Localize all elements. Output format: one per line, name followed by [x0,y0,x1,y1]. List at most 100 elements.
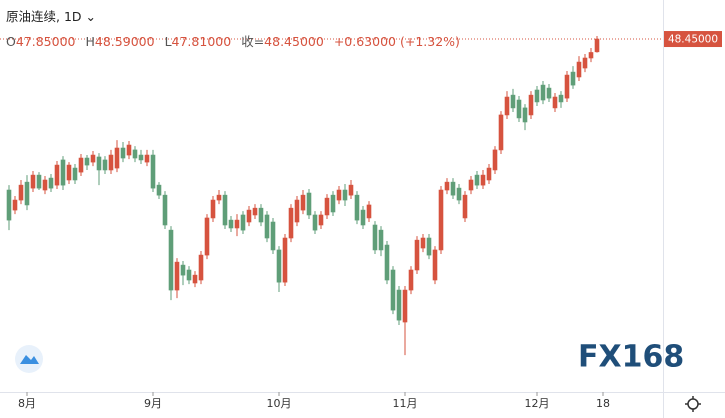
candle-body [378,229,384,251]
candle-body [186,269,192,281]
cloud-icon[interactable] [15,345,43,373]
candle-body [36,174,42,189]
candle-body [576,61,582,78]
candle-body [432,249,438,281]
candle-body [474,174,480,186]
candle-body [48,177,54,189]
chevron[interactable]: ⌄ [85,9,96,24]
candle-body [252,207,258,216]
candle-body [324,197,330,216]
candle-body [24,181,30,206]
candle-body [504,96,510,116]
candle-body [162,194,168,226]
candle-body [444,181,450,191]
candle-body [108,154,114,171]
ohlc-value: 47.81000 [171,34,232,49]
candle-body [480,174,486,186]
candle-body [402,289,408,323]
candle-body [78,157,84,173]
candle-body [12,199,18,211]
candle-body [156,184,162,196]
candle-body [276,249,282,283]
candle-body [288,207,294,239]
candle-body [582,57,588,69]
candle-body [84,157,90,166]
candle-body [516,99,522,119]
candle-body [240,214,246,231]
candle-body [312,214,318,231]
candle-body [42,179,48,191]
candle-body [66,164,72,181]
x-tick-label: 10月 [267,397,292,410]
ohlc-label: L [164,34,172,49]
candle-body [90,154,96,163]
ohlc-value: 47.85000 [15,34,76,49]
ohlc-value: +0.63000 (+1.32%) [333,34,460,49]
candle-body [354,194,360,221]
ohlc-label: H [85,34,95,49]
candle-body [60,159,66,186]
candle-body [360,209,366,226]
candle-body [318,214,324,226]
candle-body [456,187,462,201]
candle-body [306,192,312,216]
candle-body [468,179,474,191]
candle-body [18,184,24,201]
settings-icon[interactable] [685,396,701,412]
candle-body [486,167,492,181]
symbol-title[interactable]: 原油连续, 1D [6,9,82,24]
symbol-row[interactable]: 原油连续, 1D ⌄ [6,6,470,25]
candle-body [588,52,594,59]
candle-body [294,199,300,223]
gear-teeth[interactable] [685,396,701,412]
candle-body [30,174,36,189]
candle-body [54,164,60,186]
candle-body [414,239,420,271]
candle-body [384,244,390,281]
ohlc-label: 收= [241,34,265,49]
candle-body [438,189,444,251]
x-tick-label: 18 [596,397,610,410]
candle-body [492,149,498,171]
candle-body [180,264,186,276]
candle-body [234,219,240,229]
candle-body [528,94,534,116]
x-tick-label: 9月 [144,397,162,410]
candle-body [72,167,78,181]
candle-body [114,147,120,169]
header: 原油连续, 1D ⌄ O47.85000 H48.59000 L47.81000 收=… [6,6,470,50]
candle-body [246,209,252,223]
logo-text: FX168 [578,340,684,375]
candle-body [144,154,150,163]
last-price-box [664,31,722,48]
candle-body [228,219,234,229]
candle-body [372,224,378,251]
candle-body [366,204,372,219]
candle-body [336,189,342,201]
candle-body [348,184,354,196]
candle-body [522,107,528,123]
x-tick-label: 11月 [393,397,418,410]
candle-body [330,194,336,213]
candle-body [594,38,600,53]
candle-body [564,74,570,99]
candle-body [282,237,288,283]
candle-body [258,207,264,223]
gear-ring[interactable] [687,398,699,410]
candle-body [168,229,174,291]
candle-body [198,254,204,281]
ohlc-value: 48.59000 [94,34,155,49]
candle-body [216,194,222,201]
candle-body [390,269,396,311]
candle-body [102,159,108,171]
candle-body [510,94,516,109]
candle-body [420,237,426,249]
cloud-icon-shape[interactable] [20,355,39,364]
candles [6,36,600,356]
ohlc-row: O47.85000 H48.59000 L47.81000 收=48.45000 +0.… [6,31,470,50]
candle-body [426,237,432,256]
candle-body [462,194,468,219]
candle-body [126,144,132,156]
last-price-label: 48.45000 [668,34,718,46]
